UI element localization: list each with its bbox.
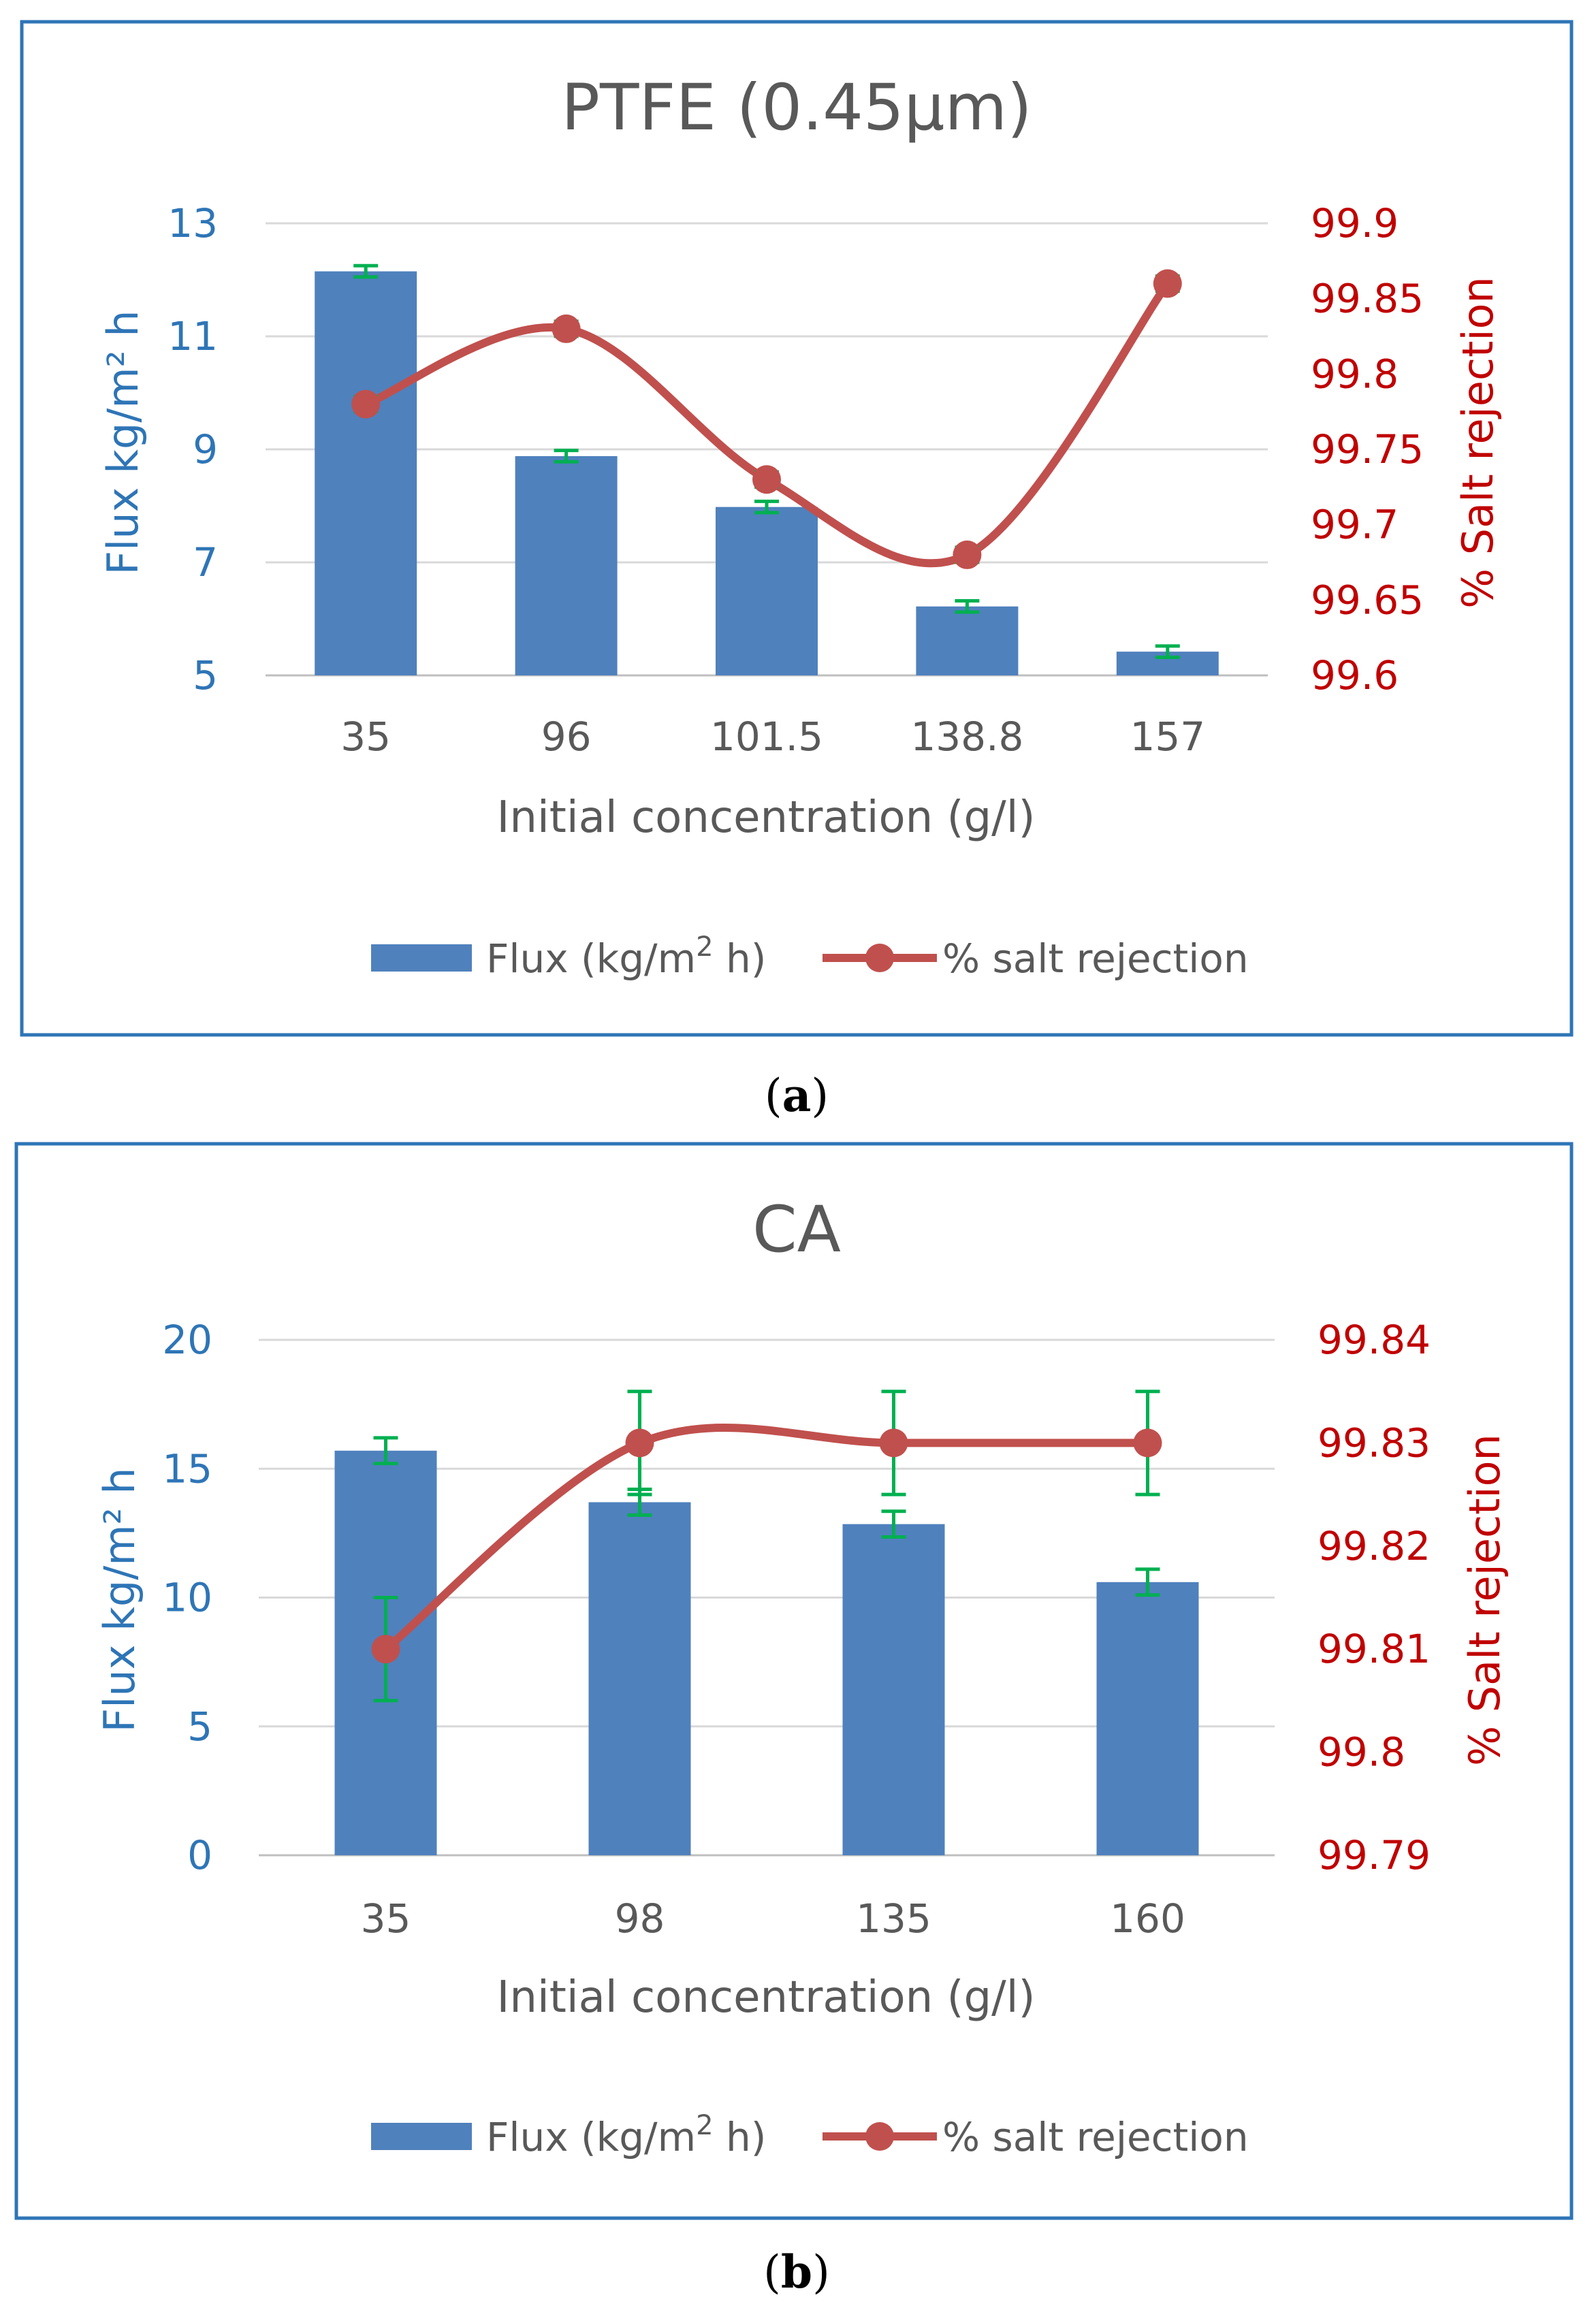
salt-rejection-markers: [351, 269, 1182, 569]
legend-flux-swatch: [371, 2123, 472, 2150]
x-tick-label: 138.8: [910, 714, 1023, 760]
x-axis-label: Initial concentration (g/l): [497, 1972, 1036, 2023]
flux-bars: [315, 271, 1219, 675]
flux-error-bar: [353, 263, 379, 279]
panel-a-caption: (a): [765, 1069, 829, 1122]
flux-error-bar: [554, 449, 579, 464]
left-tick-label: 10: [162, 1575, 212, 1621]
y-axis-right-label: % Salt rejection: [1453, 276, 1503, 609]
salt-rejection-marker: [552, 314, 581, 343]
right-axis-ticks: 99.6 99.65 99.7 99.75 99.8 99.85 99.9: [1311, 200, 1424, 699]
right-tick-label: 99.65: [1311, 577, 1424, 623]
salt-rejection-line: [381, 1424, 1152, 1654]
right-tick-label: 99.85: [1311, 276, 1424, 322]
salt-rejection-path: [381, 1424, 1152, 1654]
left-tick-label: 0: [187, 1832, 212, 1878]
flux-bar: [588, 1502, 691, 1855]
flux-bar: [842, 1524, 945, 1855]
y-axis-right-label: % Salt rejection: [1460, 1434, 1510, 1766]
flux-bars: [334, 1450, 1199, 1855]
right-tick-label: 99.81: [1318, 1626, 1431, 1672]
x-tick-label: 98: [615, 1895, 665, 1942]
salt-rejection-marker: [351, 389, 381, 419]
salt-rejection-marker: [879, 1428, 908, 1458]
flux-error-bar: [1135, 1567, 1160, 1597]
x-tick-label: 35: [340, 714, 391, 760]
y-axis-left-label: Flux kg/m² h: [95, 1468, 144, 1733]
right-tick-label: 99.9: [1311, 200, 1399, 246]
left-tick-label: 5: [193, 652, 218, 699]
right-axis-ticks: 99.79 99.8 99.81 99.82 99.83 99.84: [1318, 1317, 1431, 1878]
left-tick-label: 9: [193, 426, 218, 472]
legend-rejection-label: % salt rejection: [942, 935, 1249, 982]
left-axis-ticks: 0 5 10 15 20: [162, 1317, 212, 1878]
right-tick-label: 99.82: [1318, 1523, 1431, 1569]
x-tick-label: 96: [541, 714, 592, 760]
right-tick-label: 99.84: [1318, 1317, 1431, 1363]
x-axis-ticks: 35 98 135 160: [361, 1895, 1185, 1942]
left-axis-ticks: 5 7 9 11 13: [167, 200, 218, 699]
x-tick-label: 35: [361, 1895, 411, 1942]
salt-rejection-marker: [1153, 269, 1182, 298]
left-tick-label: 5: [187, 1703, 212, 1750]
legend-rejection-label: % salt rejection: [942, 2114, 1249, 2160]
legend-flux-swatch: [371, 944, 472, 972]
flux-error-bar: [754, 499, 779, 515]
left-tick-label: 13: [167, 200, 218, 246]
salt-rejection-marker: [1133, 1428, 1162, 1458]
flux-error-bar: [373, 1436, 398, 1466]
chart-panel-a: PTFE (0.45μm) 5 7 9 11 13 99.6 99.65 99.7 99.75…: [20, 20, 1574, 1037]
y-axis-left-label: Flux kg/m² h: [98, 310, 148, 575]
right-tick-label: 99.83: [1318, 1420, 1431, 1466]
legend-flux-label: Flux (kg/m2 h): [486, 931, 766, 982]
flux-error-bar: [1155, 644, 1180, 659]
chart-title: PTFE (0.45μm): [561, 71, 1032, 145]
flux-bar: [1096, 1582, 1199, 1855]
salt-rejection-marker: [752, 465, 781, 494]
flux-bar: [916, 606, 1019, 675]
right-tick-label: 99.7: [1311, 502, 1399, 548]
flux-bar: [515, 455, 618, 675]
flux-error-bar: [881, 1509, 906, 1539]
x-tick-label: 160: [1110, 1895, 1185, 1942]
chart-frame: [14, 1142, 1574, 2220]
legend-rejection-marker: [865, 2122, 894, 2151]
x-tick-label: 101.5: [710, 714, 823, 760]
legend: Flux (kg/m2 h) % salt rejection: [371, 931, 1249, 982]
left-tick-label: 15: [162, 1445, 212, 1492]
right-tick-label: 99.75: [1311, 426, 1424, 472]
x-axis-ticks: 35 96 101.5 138.8 157: [340, 714, 1205, 760]
x-tick-label: 157: [1130, 714, 1205, 760]
legend-flux-label: Flux (kg/m2 h): [486, 2110, 766, 2160]
right-tick-label: 99.8: [1318, 1729, 1405, 1776]
salt-rejection-marker: [953, 540, 982, 569]
right-tick-label: 99.6: [1311, 652, 1399, 699]
legend: Flux (kg/m2 h) % salt rejection: [371, 2110, 1249, 2160]
chart-title: CA: [752, 1193, 841, 1267]
flux-bar: [716, 507, 818, 675]
left-tick-label: 11: [167, 313, 218, 359]
salt-rejection-marker: [371, 1635, 400, 1664]
salt-rejection-marker: [625, 1428, 654, 1458]
panel-b-caption: (b): [763, 2245, 830, 2298]
x-tick-label: 135: [856, 1895, 931, 1942]
right-tick-label: 99.8: [1311, 351, 1399, 397]
chart-panel-b: CA 0 5 10 15 20 99.79 99.8 99.81 99.82 99.83 99.8…: [14, 1142, 1574, 2220]
right-tick-label: 99.79: [1318, 1832, 1431, 1878]
x-axis-label: Initial concentration (g/l): [497, 792, 1036, 843]
legend-rejection-marker: [865, 944, 894, 972]
flux-error-bar: [955, 598, 980, 614]
left-tick-label: 20: [162, 1317, 212, 1363]
flux-error-bars: [353, 263, 1180, 659]
flux-bar: [315, 271, 417, 675]
left-tick-label: 7: [193, 539, 218, 586]
salt-rejection-markers: [371, 1428, 1162, 1664]
